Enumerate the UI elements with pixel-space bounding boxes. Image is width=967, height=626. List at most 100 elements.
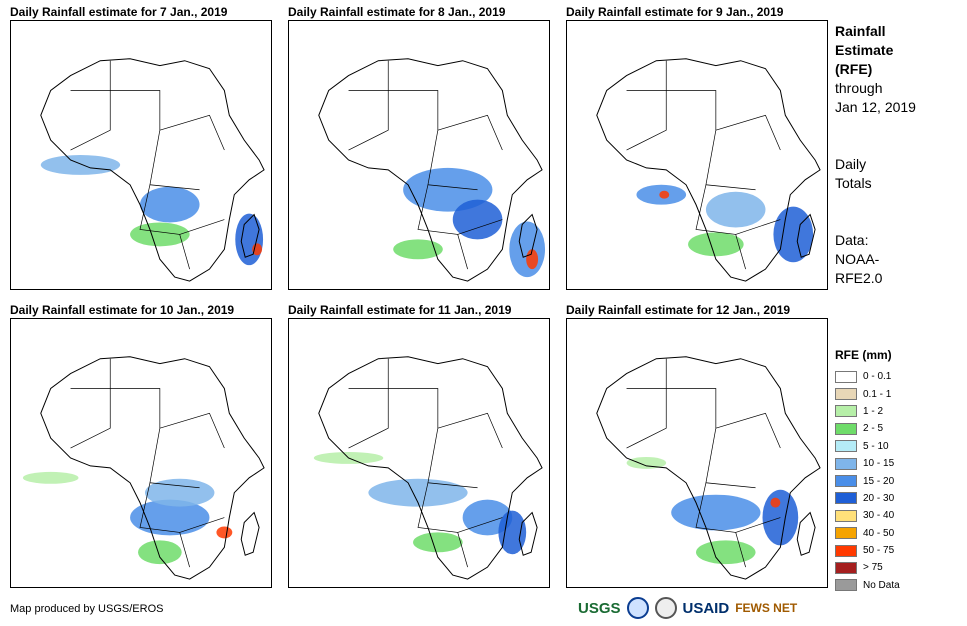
country-border bbox=[427, 428, 478, 489]
country-border bbox=[70, 60, 111, 151]
africa-rainfall-svg bbox=[318, 58, 546, 282]
legend-swatch bbox=[835, 475, 857, 488]
panel-title: Daily Rainfall estimate for 8 Jan., 2019 bbox=[288, 5, 506, 19]
country-border bbox=[159, 412, 225, 449]
rainfall-area bbox=[130, 222, 190, 247]
rainfall-map bbox=[288, 20, 550, 290]
rainfall-area bbox=[368, 478, 468, 507]
rainfall-area bbox=[705, 191, 766, 228]
country-border bbox=[705, 130, 756, 191]
legend-swatch bbox=[835, 544, 857, 557]
legend-item: 50 - 75 bbox=[835, 542, 965, 559]
rfe-legend: RFE (mm) 0 - 0.1 0.1 - 1 1 - 2 2 - 5 5 - 10 1… bbox=[835, 348, 965, 594]
africa-rainfall-svg bbox=[596, 58, 821, 282]
legend-item: 15 - 20 bbox=[835, 472, 965, 489]
legend-label: 20 - 30 bbox=[863, 492, 895, 504]
country-border bbox=[139, 482, 190, 568]
country-border bbox=[70, 388, 161, 429]
country-border bbox=[735, 219, 781, 235]
rainfall-area bbox=[413, 532, 463, 553]
country-border bbox=[179, 219, 225, 235]
country-border bbox=[705, 428, 756, 489]
legend-label: 40 - 50 bbox=[863, 527, 895, 539]
rainfall-map bbox=[288, 318, 550, 588]
legend-item: 0.1 - 1 bbox=[835, 385, 965, 402]
legend-label: No Data bbox=[863, 579, 900, 591]
map-credit: Map produced by USGS/EROS bbox=[10, 603, 164, 615]
country-border bbox=[715, 412, 781, 449]
country-border bbox=[149, 428, 200, 489]
africa-rainfall-svg bbox=[40, 58, 265, 282]
country-border bbox=[417, 482, 468, 568]
country-border bbox=[626, 60, 667, 151]
africa-coastline bbox=[40, 356, 265, 580]
legend-item: 20 - 30 bbox=[835, 490, 965, 507]
legend-item: 30 - 40 bbox=[835, 507, 965, 524]
africa-coastline bbox=[318, 58, 543, 282]
legend-label: 0 - 0.1 bbox=[863, 371, 892, 383]
country-border bbox=[70, 90, 161, 131]
madagascar-outline bbox=[240, 511, 260, 556]
rainfall-area bbox=[235, 213, 264, 266]
country-border bbox=[735, 517, 781, 533]
rainfall-area bbox=[626, 456, 667, 469]
country-border bbox=[695, 482, 746, 568]
legend-item: 5 - 10 bbox=[835, 438, 965, 455]
legend-swatch bbox=[835, 440, 857, 453]
legend-swatch bbox=[835, 422, 857, 435]
madagascar-outline bbox=[796, 511, 816, 556]
country-border bbox=[626, 358, 667, 449]
legend-swatch bbox=[835, 457, 857, 470]
country-border bbox=[626, 90, 717, 131]
legend-swatch bbox=[835, 579, 857, 592]
rainfall-area bbox=[40, 155, 121, 175]
panel-title: Daily Rainfall estimate for 12 Jan., 201… bbox=[566, 303, 791, 317]
africa-coastline bbox=[596, 58, 821, 282]
rainfall-area bbox=[216, 526, 233, 539]
map-description: Rainfall Estimate (RFE) through Jan 12, … bbox=[835, 22, 965, 288]
country-border bbox=[348, 90, 439, 131]
totals-label: Daily bbox=[835, 156, 867, 172]
africa-coastline bbox=[318, 356, 543, 580]
rainfall-area bbox=[498, 510, 527, 555]
rainfall-area bbox=[773, 206, 814, 263]
legend-item: 0 - 0.1 bbox=[835, 368, 965, 385]
africa-rainfall-svg bbox=[22, 356, 265, 580]
madagascar-outline bbox=[518, 511, 538, 556]
legend-item: > 75 bbox=[835, 559, 965, 576]
usaid-logo: USAID bbox=[682, 599, 730, 617]
madagascar-outline bbox=[796, 213, 816, 258]
legend-label: 30 - 40 bbox=[863, 510, 895, 522]
rainfall-area bbox=[393, 239, 443, 260]
panel-title: Daily Rainfall estimate for 7 Jan., 2019 bbox=[10, 5, 228, 19]
data-source-label: RFE2.0 bbox=[835, 270, 883, 286]
legend-label: 50 - 75 bbox=[863, 545, 895, 557]
country-border bbox=[715, 114, 781, 151]
rainfall-area bbox=[138, 540, 182, 565]
rainfall-area bbox=[526, 249, 539, 270]
legend-swatch bbox=[835, 527, 857, 540]
rainfall-area bbox=[696, 540, 756, 565]
rainfall-area bbox=[22, 471, 79, 484]
legend-swatch bbox=[835, 405, 857, 418]
through-date: Jan 12, 2019 bbox=[835, 99, 916, 115]
panel-title: Daily Rainfall estimate for 10 Jan., 201… bbox=[10, 303, 235, 317]
legend-label: 15 - 20 bbox=[863, 475, 895, 487]
legend-title: RFE (mm) bbox=[835, 348, 892, 362]
rainfall-area bbox=[671, 494, 761, 531]
rainfall-map bbox=[10, 20, 272, 290]
legend-item: 2 - 5 bbox=[835, 420, 965, 437]
country-border bbox=[437, 114, 503, 151]
description-title-line: (RFE) bbox=[835, 61, 873, 77]
country-border bbox=[437, 412, 503, 449]
legend-label: > 75 bbox=[863, 562, 883, 574]
legend-label: 2 - 5 bbox=[863, 423, 884, 435]
rainfall-area bbox=[144, 478, 215, 507]
legend-label: 5 - 10 bbox=[863, 440, 889, 452]
legend-swatch bbox=[835, 370, 857, 383]
dhs-seal-logo bbox=[654, 597, 677, 619]
panel-title: Daily Rainfall estimate for 9 Jan., 2019 bbox=[566, 5, 784, 19]
noaa-logo bbox=[626, 597, 649, 619]
rainfall-map bbox=[566, 318, 828, 588]
legend-label: 0.1 - 1 bbox=[863, 388, 892, 400]
